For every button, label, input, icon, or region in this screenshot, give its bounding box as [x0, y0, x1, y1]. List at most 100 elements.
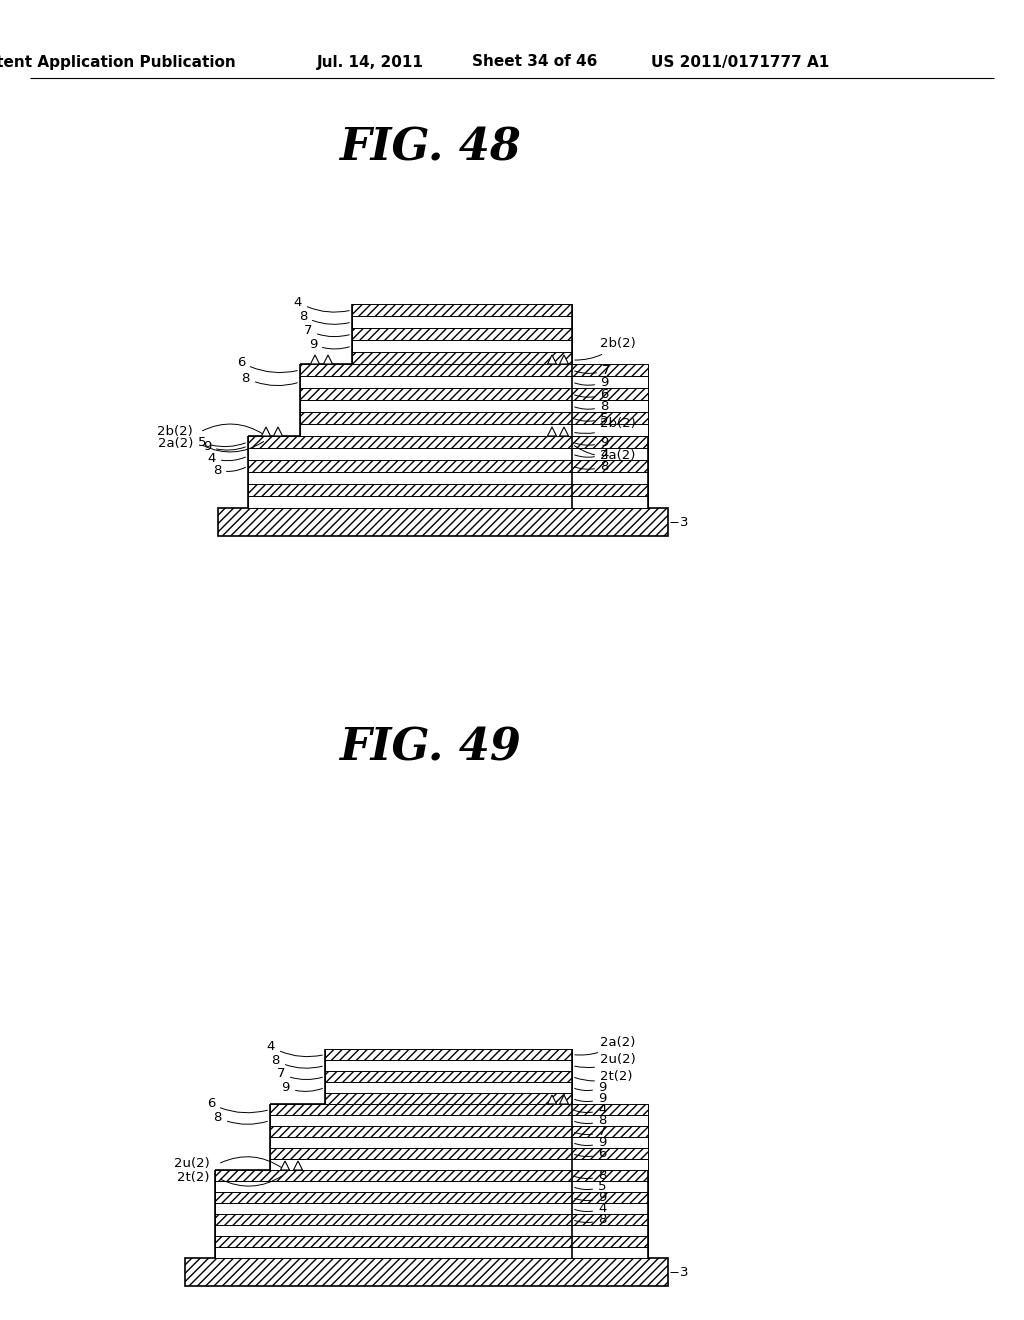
Text: 4: 4: [574, 447, 608, 461]
Bar: [325, 1060, 572, 1071]
Text: 9: 9: [574, 1092, 606, 1105]
Text: 8: 8: [574, 1170, 606, 1181]
Bar: [270, 1159, 648, 1170]
Polygon shape: [273, 426, 283, 436]
Bar: [248, 436, 648, 447]
Text: 9: 9: [282, 1081, 323, 1094]
Polygon shape: [548, 355, 556, 364]
Polygon shape: [548, 1096, 556, 1104]
Text: 4: 4: [574, 1104, 606, 1115]
Text: 2t(2): 2t(2): [574, 1071, 633, 1082]
Bar: [185, 1258, 668, 1286]
Bar: [248, 484, 648, 496]
Polygon shape: [281, 1162, 290, 1170]
Bar: [248, 473, 648, 484]
Bar: [215, 1225, 648, 1236]
Text: Jul. 14, 2011: Jul. 14, 2011: [316, 54, 424, 70]
Bar: [270, 1137, 648, 1148]
Bar: [215, 1203, 648, 1214]
Bar: [270, 1104, 648, 1115]
Polygon shape: [310, 355, 319, 364]
Text: FIG. 48: FIG. 48: [339, 127, 521, 169]
Bar: [325, 1093, 572, 1104]
Text: 3: 3: [680, 1266, 688, 1279]
Text: 7: 7: [574, 1125, 606, 1138]
Polygon shape: [559, 1096, 568, 1104]
Text: 2b(2): 2b(2): [574, 417, 636, 433]
Text: 5: 5: [198, 436, 246, 449]
Bar: [352, 315, 572, 327]
Text: FIG. 49: FIG. 49: [339, 726, 521, 770]
Bar: [300, 424, 648, 436]
Bar: [270, 1148, 648, 1159]
Text: 8: 8: [213, 463, 246, 477]
Bar: [325, 1071, 572, 1082]
Polygon shape: [261, 426, 270, 436]
Bar: [300, 376, 648, 388]
Text: 4: 4: [574, 1203, 606, 1214]
Text: 9: 9: [574, 436, 608, 449]
Bar: [300, 364, 648, 376]
Text: 2a(2): 2a(2): [574, 446, 635, 462]
Text: 3: 3: [680, 516, 688, 528]
Bar: [270, 1115, 648, 1126]
Text: 2t(2): 2t(2): [177, 1172, 210, 1184]
Text: 8: 8: [574, 1213, 606, 1226]
Bar: [325, 1049, 572, 1060]
Bar: [248, 447, 648, 459]
Bar: [215, 1170, 648, 1181]
Text: US 2011/0171777 A1: US 2011/0171777 A1: [651, 54, 829, 70]
Text: 7: 7: [303, 323, 349, 337]
Polygon shape: [294, 1162, 302, 1170]
Bar: [352, 304, 572, 315]
Text: 7: 7: [574, 363, 610, 376]
Text: 6: 6: [237, 355, 297, 372]
Text: 8: 8: [574, 400, 608, 412]
Bar: [215, 1192, 648, 1203]
Polygon shape: [559, 426, 568, 436]
Bar: [248, 496, 648, 508]
Bar: [300, 412, 648, 424]
Text: 8: 8: [574, 1114, 606, 1127]
Text: 8: 8: [299, 309, 349, 325]
Text: 4: 4: [266, 1040, 323, 1056]
Bar: [215, 1247, 648, 1258]
Polygon shape: [324, 355, 333, 364]
Text: 2u(2): 2u(2): [174, 1158, 210, 1171]
Text: 8: 8: [214, 1111, 267, 1125]
Text: 2u(2): 2u(2): [574, 1053, 636, 1068]
Text: 9: 9: [203, 440, 246, 453]
Text: Patent Application Publication: Patent Application Publication: [0, 54, 236, 70]
Text: Sheet 34 of 46: Sheet 34 of 46: [472, 54, 598, 70]
Text: 6: 6: [207, 1097, 267, 1113]
Bar: [215, 1214, 648, 1225]
Text: 8: 8: [271, 1053, 323, 1068]
Text: 9: 9: [574, 1081, 606, 1094]
Bar: [325, 1082, 572, 1093]
Text: 2a(2): 2a(2): [574, 1036, 635, 1055]
Text: 9: 9: [574, 1191, 606, 1204]
Text: 5: 5: [574, 412, 608, 425]
Text: 9: 9: [574, 1137, 606, 1148]
Bar: [218, 508, 668, 536]
Text: 9: 9: [308, 338, 349, 351]
Text: 6: 6: [574, 388, 608, 400]
Bar: [215, 1236, 648, 1247]
Bar: [352, 341, 572, 352]
Text: 2b(2): 2b(2): [158, 425, 193, 438]
Text: 5: 5: [574, 1180, 606, 1193]
Text: 6: 6: [574, 1147, 606, 1160]
Bar: [300, 388, 648, 400]
Text: 2a(2): 2a(2): [158, 437, 193, 450]
Text: 4: 4: [208, 451, 246, 465]
Text: 9: 9: [574, 375, 608, 388]
Bar: [270, 1126, 648, 1137]
Polygon shape: [559, 355, 568, 364]
Text: 4: 4: [294, 296, 349, 312]
Text: 8: 8: [242, 371, 297, 385]
Text: 7: 7: [276, 1067, 323, 1080]
Bar: [352, 327, 572, 341]
Bar: [215, 1181, 648, 1192]
Text: 8: 8: [574, 459, 608, 473]
Bar: [352, 352, 572, 364]
